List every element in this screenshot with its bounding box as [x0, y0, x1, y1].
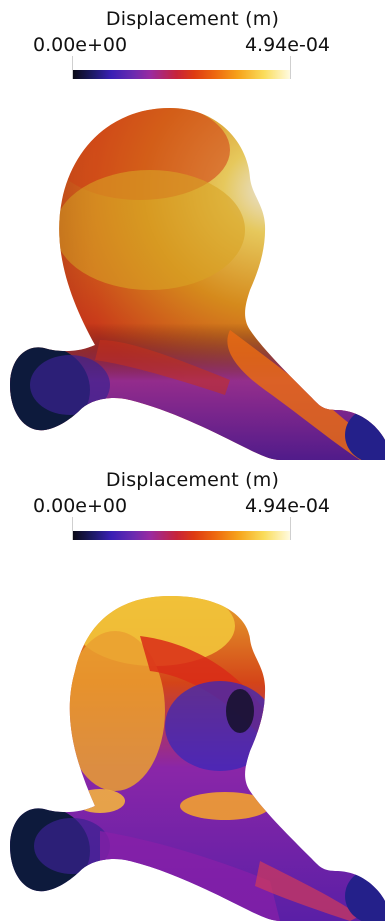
displacement-surface-render-1[interactable] [0, 0, 385, 460]
displacement-surface-render-2[interactable] [0, 461, 385, 921]
colorbar-min-label: 0.00e+00 [33, 34, 128, 56]
colorbar-gradient [72, 70, 290, 79]
render-panel-1: Displacement (m) 0.00e+00 4.94e-04 [0, 0, 385, 460]
colorbar-title: Displacement (m) [105, 469, 280, 491]
render-panel-2: Displacement (m) 0.00e+00 4.94e-04 [0, 461, 385, 921]
colorbar-min-label: 0.00e+00 [33, 495, 128, 517]
colorbar-min-tick [72, 517, 73, 540]
colorbar-max-label: 4.94e-04 [244, 34, 330, 56]
colorbar-title: Displacement (m) [105, 8, 280, 30]
colorbar-max-label: 4.94e-04 [244, 495, 330, 517]
colorbar-max-tick [290, 517, 291, 540]
colorbar-max-tick [290, 56, 291, 79]
colorbar-min-tick [72, 56, 73, 79]
colorbar-gradient [72, 531, 290, 540]
